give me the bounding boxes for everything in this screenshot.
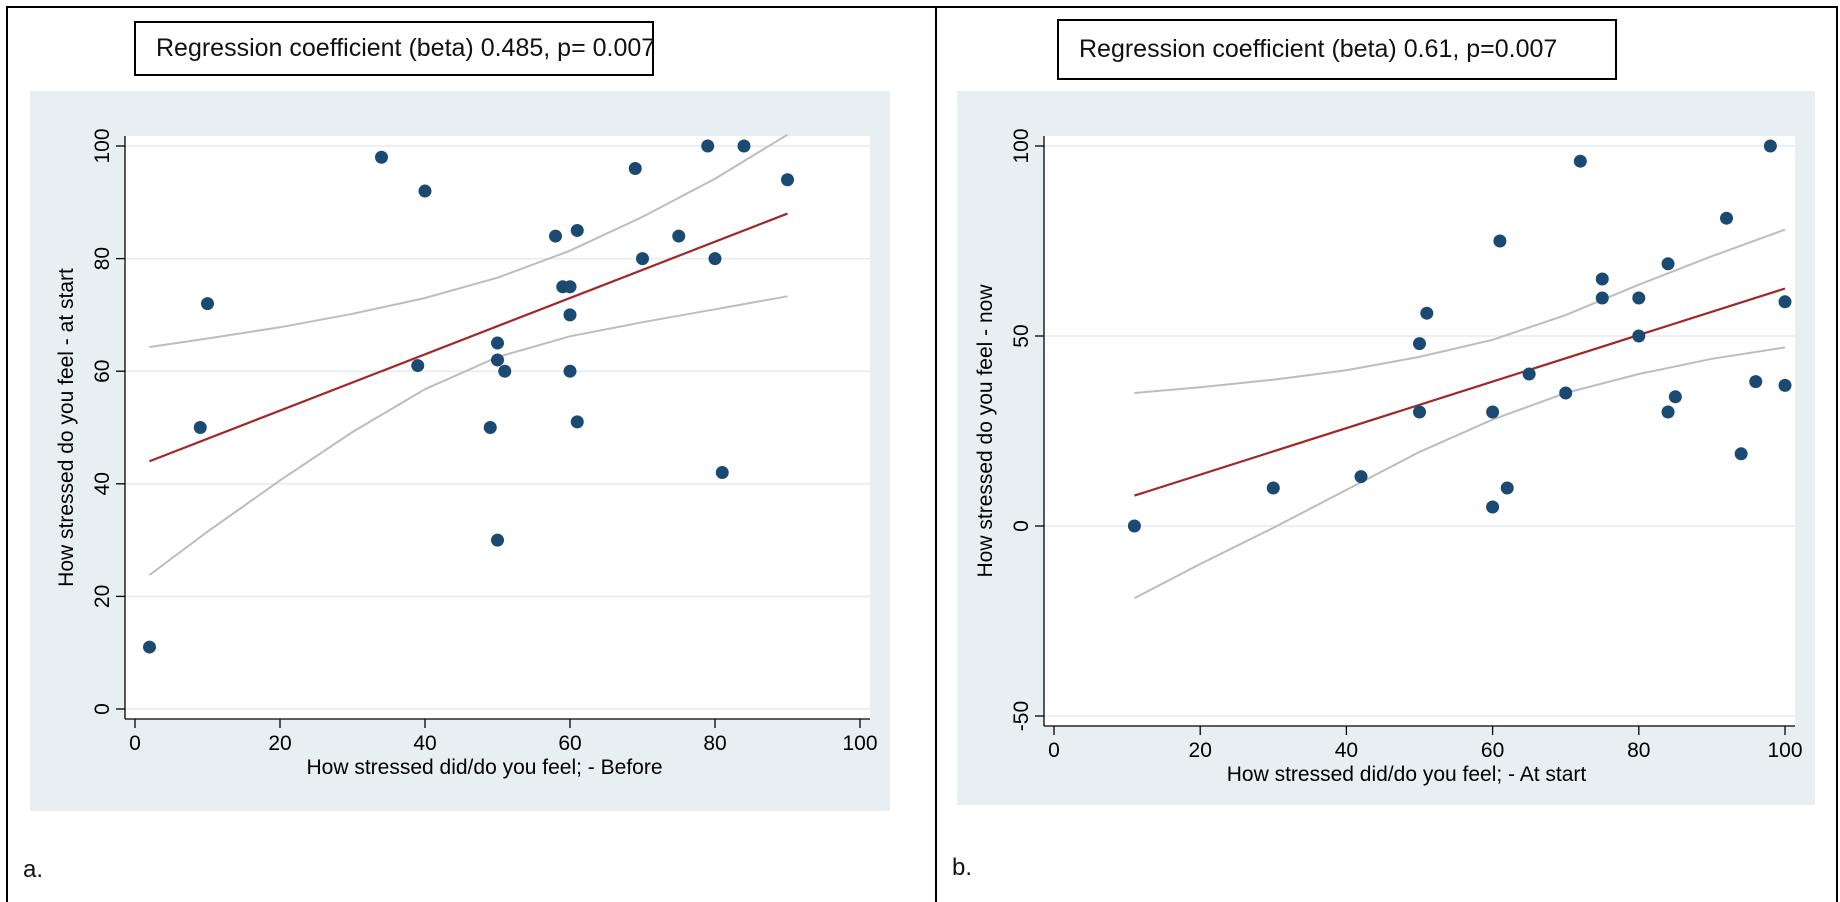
data-point bbox=[570, 223, 584, 237]
x-tick-label: 80 bbox=[1627, 739, 1650, 762]
data-point bbox=[193, 421, 207, 434]
data-point bbox=[201, 297, 214, 311]
data-point bbox=[1763, 139, 1777, 153]
regression-line bbox=[1134, 287, 1786, 497]
data-point bbox=[628, 162, 642, 176]
ci-upper-line bbox=[1134, 228, 1786, 394]
data-point bbox=[1354, 470, 1368, 484]
data-point bbox=[1500, 481, 1514, 495]
x-tick-label: 0 bbox=[129, 732, 141, 755]
regression-annotation: Regression coefficient (beta) 0.485, p= … bbox=[134, 21, 655, 76]
data-point bbox=[491, 336, 504, 350]
data-point bbox=[491, 353, 504, 367]
data-point bbox=[1734, 447, 1748, 461]
panel-label: a. bbox=[23, 856, 44, 883]
y-tick-label: -50 bbox=[1010, 701, 1033, 731]
y-tick-label: 100 bbox=[91, 128, 114, 163]
x-axis-title: How stressed did/do you feel; - Before bbox=[306, 756, 662, 779]
data-point bbox=[1522, 367, 1536, 381]
panel-label: b. bbox=[952, 854, 973, 881]
x-tick-label: 60 bbox=[1481, 739, 1504, 762]
data-point bbox=[1486, 500, 1500, 514]
y-axis-title: How stressed do you feel - now bbox=[974, 284, 997, 578]
data-point bbox=[636, 252, 649, 266]
y-tick-label: 20 bbox=[91, 585, 114, 608]
data-point bbox=[1720, 211, 1734, 225]
ci-upper-line bbox=[149, 133, 789, 348]
y-tick-label: 80 bbox=[91, 247, 114, 270]
data-point bbox=[1661, 257, 1675, 271]
data-point bbox=[1127, 519, 1141, 533]
panel-a: Regression coefficient (beta) 0.485, p= … bbox=[6, 6, 936, 902]
data-point bbox=[483, 421, 497, 434]
data-point bbox=[1595, 291, 1609, 305]
x-tick-label: 60 bbox=[558, 732, 581, 755]
panel-b: Regression coefficient (beta) 0.61, p=0.… bbox=[936, 6, 1838, 902]
x-tick-label: 20 bbox=[268, 732, 291, 755]
y-tick-label: 0 bbox=[1010, 520, 1033, 532]
y-tick-label: 60 bbox=[91, 360, 114, 383]
data-point bbox=[781, 173, 794, 187]
y-tick-label: 50 bbox=[1010, 324, 1033, 347]
scatter-plot-a: 0 20 40 60 80 100 0 20 40 60 80 100 How stressed did… bbox=[30, 91, 890, 811]
y-tick-label: 0 bbox=[91, 703, 114, 715]
data-point bbox=[563, 364, 577, 378]
plot-area bbox=[1044, 136, 1795, 726]
data-point bbox=[1493, 234, 1507, 248]
data-point bbox=[1420, 306, 1434, 320]
data-point bbox=[1266, 481, 1280, 495]
regression-annotation: Regression coefficient (beta) 0.61, p=0.… bbox=[1057, 19, 1617, 80]
scatter-plot-b: -50 0 50 100 0 20 40 60 80 100 How stressed did/do… bbox=[957, 91, 1815, 805]
data-point bbox=[708, 252, 722, 266]
data-point bbox=[563, 308, 577, 322]
data-point bbox=[672, 229, 686, 243]
data-point bbox=[1573, 154, 1587, 168]
data-point bbox=[1486, 405, 1500, 419]
data-point bbox=[563, 280, 577, 294]
data-point bbox=[1661, 405, 1675, 419]
data-point bbox=[1749, 375, 1763, 389]
ci-lower-line bbox=[1133, 346, 1786, 600]
x-tick-label: 100 bbox=[842, 732, 877, 755]
y-tick-label: 100 bbox=[1010, 128, 1033, 163]
data-point bbox=[1778, 295, 1792, 309]
data-point bbox=[491, 533, 504, 547]
data-point bbox=[143, 640, 156, 654]
data-point bbox=[1559, 386, 1573, 400]
x-tick-label: 80 bbox=[703, 732, 726, 755]
x-tick-label: 0 bbox=[1048, 739, 1060, 762]
data-point bbox=[1595, 272, 1609, 286]
plot-area bbox=[125, 136, 870, 719]
data-point bbox=[549, 229, 562, 243]
data-point bbox=[570, 415, 584, 429]
data-point bbox=[1413, 405, 1426, 419]
data-point bbox=[1632, 329, 1646, 343]
y-tick-label: 40 bbox=[91, 472, 114, 495]
ci-lower-line bbox=[148, 295, 788, 576]
data-point bbox=[701, 139, 715, 153]
data-point bbox=[375, 150, 388, 164]
regression-line bbox=[149, 212, 788, 463]
x-tick-label: 40 bbox=[1335, 739, 1358, 762]
data-point bbox=[1413, 337, 1426, 351]
data-point bbox=[1668, 390, 1682, 404]
data-point bbox=[737, 139, 751, 153]
data-point bbox=[498, 364, 512, 378]
y-axis-title: How stressed do you feel - at start bbox=[55, 268, 78, 587]
data-point bbox=[418, 184, 432, 198]
data-point bbox=[715, 466, 729, 480]
x-axis-title: How stressed did/do you feel; - At start bbox=[1227, 763, 1587, 786]
x-tick-label: 100 bbox=[1767, 739, 1802, 762]
data-point bbox=[411, 359, 425, 373]
data-point bbox=[1778, 378, 1792, 392]
x-tick-label: 20 bbox=[1189, 739, 1212, 762]
data-point bbox=[1632, 291, 1646, 305]
x-tick-label: 40 bbox=[413, 732, 436, 755]
